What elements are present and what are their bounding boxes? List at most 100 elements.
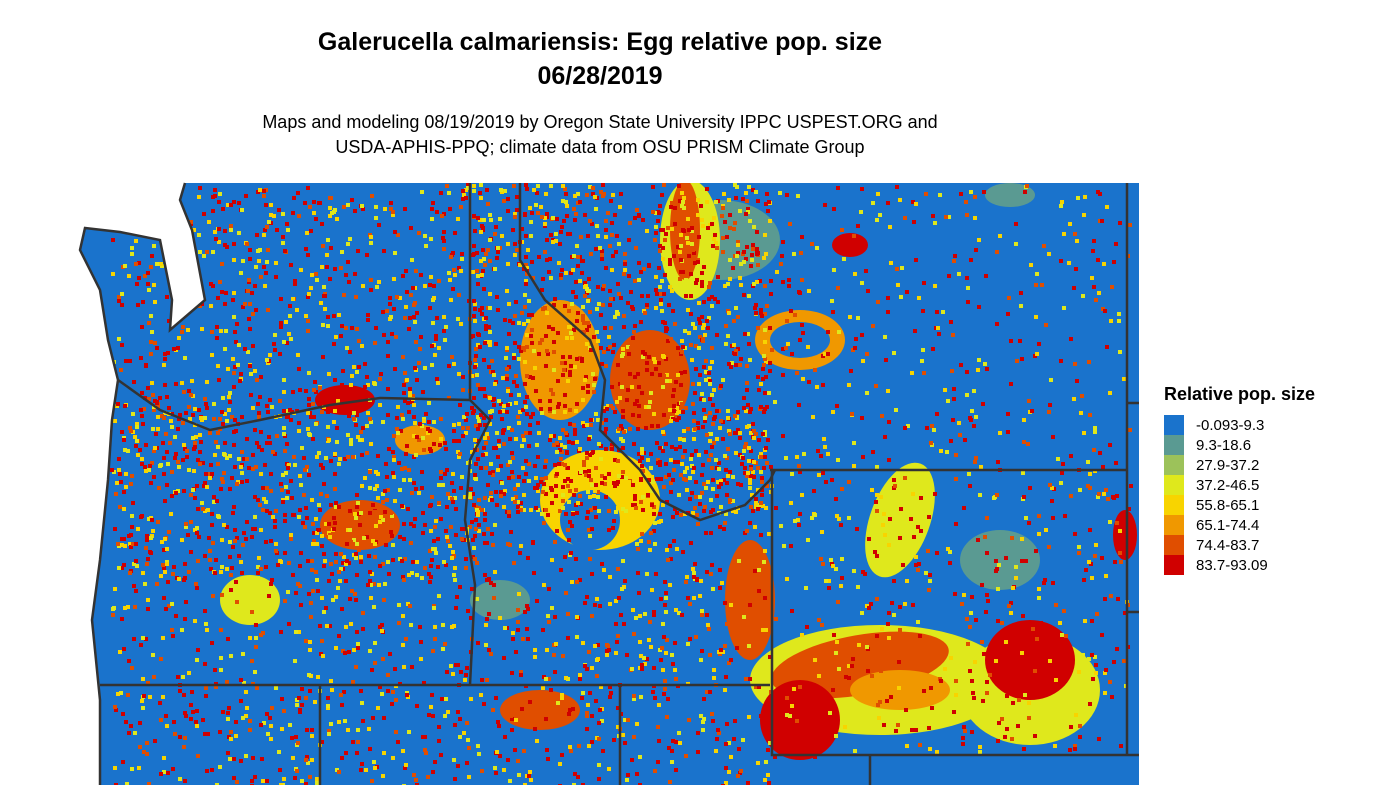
raster-cell (973, 460, 977, 464)
raster-cell (230, 415, 234, 419)
raster-cell (1024, 516, 1028, 520)
raster-cell (886, 622, 890, 626)
raster-cell (119, 368, 123, 372)
raster-cell (1079, 411, 1083, 415)
raster-cell (1112, 660, 1116, 664)
raster-cell (211, 284, 215, 288)
raster-cell (855, 711, 859, 715)
raster-cell (663, 238, 667, 242)
raster-cell (647, 540, 651, 544)
raster-cell (533, 648, 537, 652)
raster-cell (623, 718, 627, 722)
raster-cell (229, 654, 233, 658)
raster-cell (310, 559, 314, 563)
raster-cell (691, 402, 695, 406)
raster-cell (373, 341, 377, 345)
raster-cell (256, 402, 260, 406)
raster-cell (1118, 350, 1122, 354)
raster-cell (479, 693, 483, 697)
raster-cell (1026, 442, 1030, 446)
raster-cell (684, 754, 688, 758)
raster-cell (591, 192, 595, 196)
raster-cell (736, 315, 740, 319)
raster-cell (741, 456, 745, 460)
raster-cell (382, 598, 386, 602)
raster-cell (620, 381, 624, 385)
raster-cell (306, 329, 310, 333)
raster-cell (853, 272, 857, 276)
raster-cell (348, 528, 352, 532)
raster-cell (283, 551, 287, 555)
raster-cell (123, 264, 127, 268)
raster-cell (919, 496, 923, 500)
raster-cell (481, 248, 485, 252)
raster-cell (722, 478, 726, 482)
raster-cell (670, 760, 674, 764)
raster-cell (155, 346, 159, 350)
raster-cell (404, 269, 408, 273)
raster-cell (714, 200, 718, 204)
raster-cell (764, 375, 768, 379)
raster-cell (238, 379, 242, 383)
raster-cell (155, 582, 159, 586)
raster-cell (604, 235, 608, 239)
raster-cell (393, 499, 397, 503)
raster-cell (508, 460, 512, 464)
raster-cell (811, 415, 815, 419)
raster-cell (234, 580, 238, 584)
raster-cell (529, 508, 533, 512)
raster-cell (483, 394, 487, 398)
raster-cell (623, 741, 627, 745)
raster-cell (1086, 484, 1090, 488)
raster-cell (317, 503, 321, 507)
raster-cell (648, 400, 652, 404)
raster-cell (119, 213, 123, 217)
raster-cell (376, 454, 380, 458)
raster-cell (1128, 428, 1132, 432)
raster-cell (610, 443, 614, 447)
legend-item: 83.7-93.09 (1164, 555, 1315, 575)
raster-cell (724, 342, 728, 346)
raster-cell (450, 497, 454, 501)
raster-cell (259, 375, 263, 379)
raster-cell (974, 618, 978, 622)
raster-cell (680, 402, 684, 406)
raster-cell (886, 201, 890, 205)
raster-cell (523, 783, 527, 785)
raster-cell (684, 406, 688, 410)
raster-cell (493, 523, 497, 527)
raster-cell (307, 473, 311, 477)
raster-cell (1102, 492, 1106, 496)
raster-cell (701, 224, 705, 228)
raster-cell (281, 212, 285, 216)
raster-cell (535, 599, 539, 603)
raster-cell (670, 227, 674, 231)
raster-cell (688, 602, 692, 606)
raster-cell (433, 637, 437, 641)
raster-cell (316, 589, 320, 593)
raster-cell (344, 579, 348, 583)
raster-cell (534, 389, 538, 393)
raster-cell (787, 278, 791, 282)
raster-cell (1092, 285, 1096, 289)
raster-cell (756, 507, 760, 511)
raster-cell (248, 728, 252, 732)
raster-cell (627, 238, 631, 242)
raster-cell (182, 745, 186, 749)
raster-cell (225, 419, 229, 423)
raster-cell (549, 184, 553, 188)
raster-cell (645, 572, 649, 576)
raster-cell (496, 308, 500, 312)
raster-cell (522, 508, 526, 512)
raster-cell (146, 598, 150, 602)
raster-cell (436, 381, 440, 385)
raster-cell (512, 561, 516, 565)
raster-cell (903, 602, 907, 606)
raster-cell (690, 226, 694, 230)
raster-cell (333, 267, 337, 271)
raster-cell (855, 527, 859, 531)
raster-cell (477, 523, 481, 527)
raster-cell (677, 731, 681, 735)
raster-cell (311, 589, 315, 593)
raster-cell (580, 357, 584, 361)
